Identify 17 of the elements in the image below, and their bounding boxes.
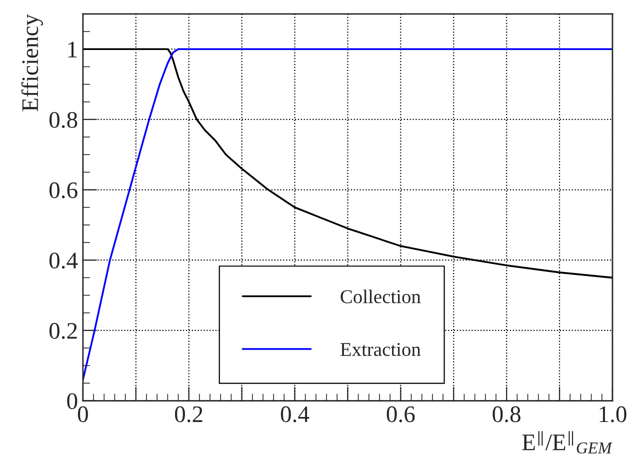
legend-label: Collection bbox=[340, 290, 421, 304]
y-tick-label: 0.4 bbox=[49, 252, 78, 269]
x-tick-label: 0.8 bbox=[492, 406, 520, 422]
x-tick-label: 0.2 bbox=[174, 406, 202, 422]
x-axis-title: E$^{∥}$/E$^{∥}$$_{GEM}$ bbox=[522, 431, 612, 454]
line-series bbox=[82, 48, 612, 381]
y-tick-label: 0 bbox=[67, 393, 78, 410]
x-tick-label: 1.0 bbox=[600, 406, 626, 422]
legend-label: Extraction bbox=[340, 342, 421, 356]
y-tick-label: 0.8 bbox=[49, 112, 78, 128]
x-tick-label: 0 bbox=[78, 406, 88, 422]
y-tick-label: 0.2 bbox=[49, 322, 77, 339]
x-tick-label: 0.4 bbox=[280, 406, 310, 422]
y-tick-label: 1 bbox=[68, 42, 77, 58]
y-tick-label: 0.6 bbox=[49, 182, 78, 198]
x-tick-label: 0.6 bbox=[386, 406, 415, 422]
y-axis-title: Efficiency bbox=[21, 14, 44, 112]
